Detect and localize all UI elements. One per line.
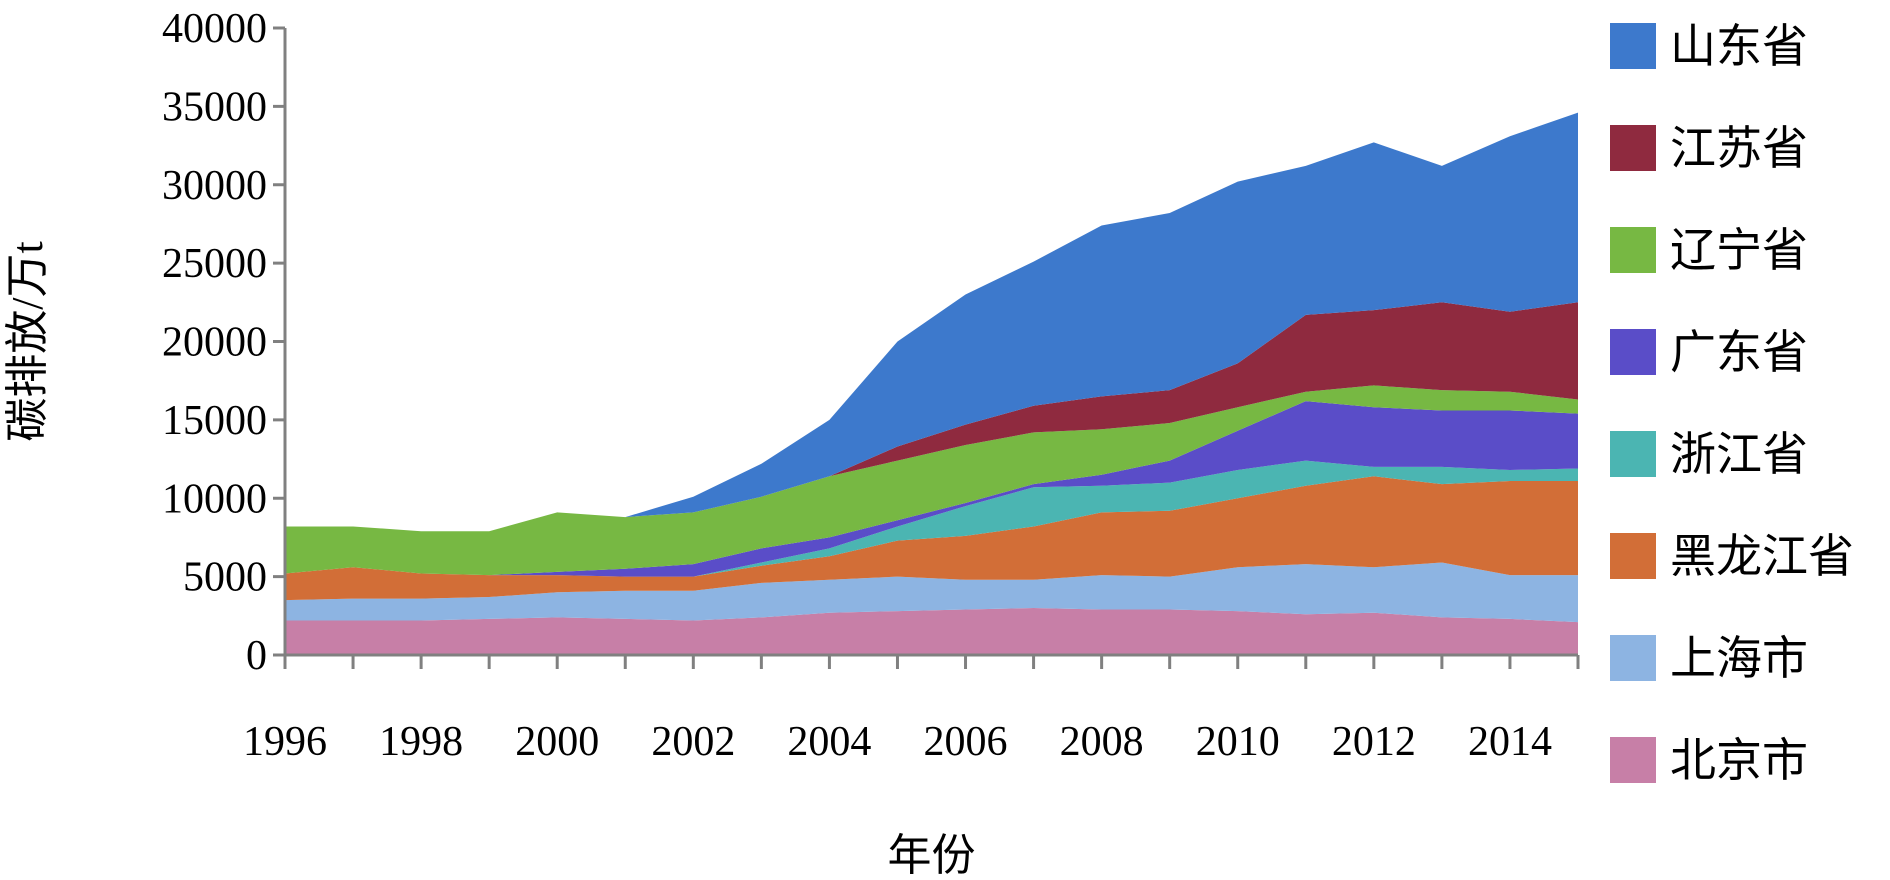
area-series-浙江省: [285, 460, 1578, 577]
legend-label: 黑龙江省: [1670, 531, 1854, 582]
legend-item: 山东省: [1610, 21, 1808, 72]
legend-label: 北京市: [1670, 735, 1808, 786]
x-axis-ticks: 1996 1998 2000 2002 2004 2006 2008 2010 2012 2014: [243, 655, 1580, 765]
x-tick-label: 2012: [1332, 719, 1416, 765]
legend-label: 上海市: [1670, 633, 1808, 684]
legend-item: 黑龙江省: [1610, 531, 1854, 582]
legend-swatch: [1610, 533, 1656, 579]
area-series-广东省: [285, 401, 1578, 577]
area-series-江苏省: [285, 302, 1578, 532]
x-tick-label: 2002: [651, 719, 735, 765]
x-tick-label: 2000: [515, 719, 599, 765]
x-tick-label: 2010: [1196, 719, 1280, 765]
x-tick-label: 2008: [1060, 719, 1144, 765]
y-tick-label: 5000: [183, 555, 267, 601]
legend-swatch: [1610, 227, 1656, 273]
legend-item: 浙江省: [1610, 429, 1808, 480]
y-tick-label: 40000: [162, 6, 267, 52]
legend-label: 山东省: [1670, 21, 1808, 72]
y-tick-label: 10000: [162, 476, 267, 522]
y-tick-label: 35000: [162, 84, 267, 130]
x-tick-label: 2004: [787, 719, 871, 765]
legend-swatch: [1610, 737, 1656, 783]
legend-swatch: [1610, 125, 1656, 171]
x-tick-label: 1996: [243, 719, 327, 765]
legend-swatch: [1610, 329, 1656, 375]
y-axis-ticks: 0 5000 10000 15000 20000 25000 30000 35000 40000: [162, 6, 285, 679]
y-tick-label: 15000: [162, 398, 267, 444]
x-axis-title: 年份: [888, 831, 976, 880]
legend-label: 江苏省: [1670, 123, 1808, 174]
area-series-北京市: [285, 608, 1578, 655]
legend-item: 江苏省: [1610, 123, 1808, 174]
x-tick-label: 1998: [379, 719, 463, 765]
x-tick-label: 2014: [1468, 719, 1552, 765]
y-tick-label: 30000: [162, 163, 267, 209]
legend-item: 上海市: [1610, 633, 1808, 684]
legend-item: 北京市: [1610, 735, 1808, 786]
area-series-辽宁省: [285, 385, 1578, 576]
y-tick-label: 0: [246, 633, 267, 679]
legend-item: 辽宁省: [1610, 225, 1808, 276]
area-series-山东省: [285, 112, 1578, 532]
legend-swatch: [1610, 635, 1656, 681]
x-tick-label: 2006: [924, 719, 1008, 765]
area-series-黑龙江省: [285, 476, 1578, 601]
y-tick-label: 25000: [162, 241, 267, 287]
legend-item: 广东省: [1610, 327, 1808, 378]
legend-label: 辽宁省: [1670, 225, 1808, 276]
area-series-group: [285, 112, 1578, 655]
area-series-上海市: [285, 562, 1578, 623]
legend-label: 浙江省: [1670, 429, 1808, 480]
legend-swatch: [1610, 431, 1656, 477]
legend-label: 广东省: [1670, 327, 1808, 378]
y-axis-title: 碳排放/万t: [3, 241, 52, 441]
legend-swatch: [1610, 23, 1656, 69]
y-tick-label: 20000: [162, 320, 267, 366]
